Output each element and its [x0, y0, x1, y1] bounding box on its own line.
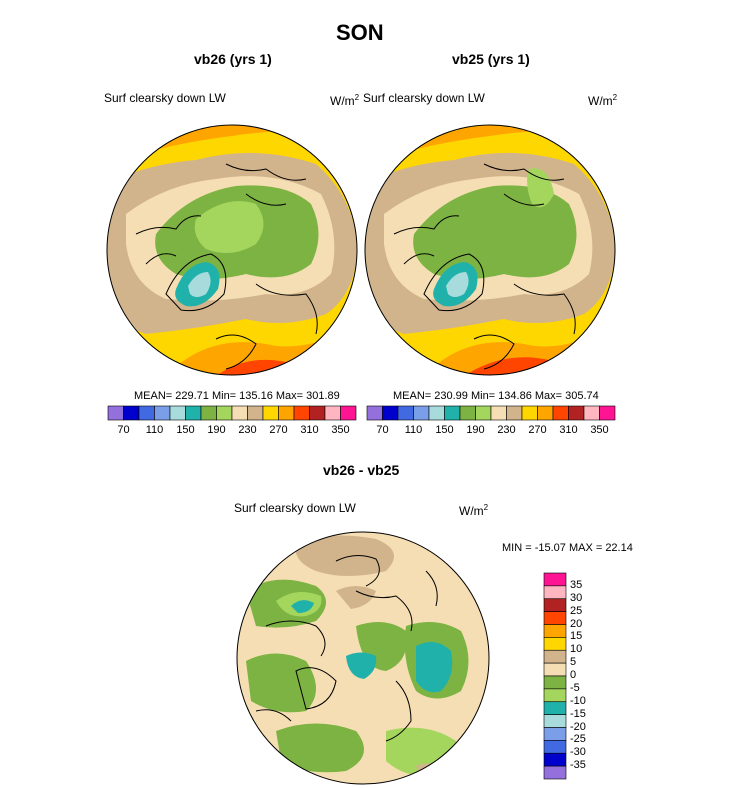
colorbar-diff-swatch	[543, 624, 567, 638]
colorbar-diff-tick-label: -20	[570, 720, 586, 733]
colorbar-right-swatch	[599, 405, 616, 421]
colorbar-right-tick-label: 110	[404, 424, 423, 436]
colorbar-diff-swatch	[543, 701, 567, 715]
map-diff	[236, 531, 490, 785]
colorbar-left-tick-label: 310	[300, 424, 319, 436]
panel-right-stats: MEAN= 230.99 Min= 134.86 Max= 305.74	[393, 390, 599, 402]
page-title: SON	[336, 20, 384, 45]
colorbar-right-swatch	[568, 405, 585, 421]
colorbar-left-swatch	[154, 405, 171, 421]
colorbar-left-swatch	[247, 405, 264, 421]
colorbar-diff-tick-label: 30	[570, 591, 583, 604]
colorbar-diff-swatch	[543, 585, 567, 600]
panel-left-title: vb26 (yrs 1)	[194, 51, 272, 67]
colorbar-right-tick-label: 350	[590, 424, 609, 436]
map-right	[364, 124, 616, 376]
colorbar-right-swatch	[583, 405, 600, 421]
colorbar-left-tick-label: 270	[269, 424, 288, 436]
colorbar-left-tick-label: 190	[207, 424, 226, 436]
map-left	[106, 124, 358, 376]
colorbar-left	[107, 405, 357, 421]
colorbar-right-tick-label: 70	[376, 424, 389, 436]
colorbar-diff-tick-label: -5	[570, 681, 580, 694]
colorbar-diff-tick-label: 5	[570, 656, 577, 669]
colorbar-diff-tick-label: 15	[570, 630, 583, 643]
colorbar-right-swatch	[428, 405, 445, 421]
colorbar-left-swatch	[123, 405, 140, 421]
colorbar-diff-tick-label: 0	[570, 669, 577, 681]
colorbar-left-tick-label: 150	[176, 424, 195, 436]
colorbar-right-tick-label: 270	[528, 424, 547, 436]
colorbar-right-swatch	[382, 405, 399, 421]
colorbar-diff-tick-label: 10	[570, 643, 583, 656]
colorbar-diff-swatch	[543, 765, 567, 780]
colorbar-diff-tick-label: 20	[570, 617, 583, 630]
panel-right-title: vb25 (yrs 1)	[452, 51, 530, 67]
colorbar-diff-swatch	[543, 572, 567, 587]
colorbar-diff-tick-label: -10	[570, 694, 586, 707]
colorbar-diff-tick-label: -25	[570, 733, 586, 746]
colorbar-left-swatch	[262, 405, 279, 421]
colorbar-left-swatch	[309, 405, 326, 421]
colorbar-right-swatch	[444, 405, 461, 421]
colorbar-right-swatch	[475, 405, 492, 421]
colorbar-diff-tick-label: -35	[570, 759, 586, 772]
colorbar-diff-swatch	[543, 752, 567, 767]
colorbar-left-swatch	[293, 405, 310, 421]
colorbar-diff-swatch	[543, 714, 567, 728]
colorbar-diff-swatch	[543, 598, 567, 612]
colorbar-left-tick-label: 350	[331, 424, 350, 436]
colorbar-left-swatch	[169, 405, 186, 421]
colorbar-left-swatch	[324, 405, 341, 421]
panel-right-units: W/m2	[588, 93, 618, 108]
colorbar-diff	[543, 572, 567, 780]
colorbar-left-swatch	[185, 405, 202, 421]
colorbar-right-swatch	[397, 405, 414, 421]
colorbar-left-swatch	[278, 405, 295, 421]
colorbar-diff-swatch	[543, 688, 567, 703]
colorbar-diff-swatch	[543, 662, 567, 677]
colorbar-diff-swatch	[543, 649, 567, 664]
colorbar-left-swatch	[231, 405, 248, 421]
colorbar-right-swatch	[413, 405, 430, 421]
colorbar-diff-swatch	[543, 637, 567, 651]
colorbar-diff-tick-label: -30	[570, 746, 586, 759]
colorbar-diff-tick-label: 25	[570, 604, 583, 617]
colorbar-diff-swatch	[543, 727, 567, 741]
panel-left-units: W/m2	[330, 93, 360, 108]
colorbar-right-swatch	[459, 405, 476, 421]
panel-left-stats: MEAN= 229.71 Min= 135.16 Max= 301.89	[134, 390, 340, 402]
colorbar-diff-tick-label: 35	[570, 578, 583, 591]
colorbar-right-tick-label: 150	[435, 424, 454, 436]
colorbar-diff-swatch	[543, 740, 567, 754]
colorbar-right-swatch	[537, 405, 554, 421]
colorbar-left-tick-label: 110	[145, 424, 164, 436]
colorbar-diff-swatch	[543, 611, 567, 625]
panel-diff-stats: MIN = -15.07 MAX = 22.14	[502, 542, 633, 554]
colorbar-right-swatch	[490, 405, 507, 421]
colorbar-left-swatch	[340, 405, 357, 421]
colorbar-right-tick-label: 230	[497, 424, 516, 436]
colorbar-right-swatch	[366, 405, 383, 421]
colorbar-right	[366, 405, 616, 421]
colorbar-left-swatch	[107, 405, 124, 421]
colorbar-diff-swatch	[543, 675, 567, 690]
colorbar-diff-tick-label: -15	[570, 707, 586, 720]
colorbar-right-swatch	[552, 405, 569, 421]
colorbar-right-tick-label: 310	[559, 424, 578, 436]
panel-diff-title: vb26 - vb25	[323, 462, 400, 478]
panel-diff-field-label: Surf clearsky down LW	[234, 501, 356, 515]
colorbar-left-tick-label: 70	[117, 424, 130, 436]
colorbar-left-tick-label: 230	[238, 424, 257, 436]
panel-left-field-label: Surf clearsky down LW	[104, 91, 226, 105]
colorbar-right-tick-label: 190	[466, 424, 485, 436]
panel-diff-units: W/m2	[459, 503, 489, 518]
colorbar-left-swatch	[138, 405, 155, 421]
colorbar-right-swatch	[506, 405, 523, 421]
colorbar-right-swatch	[521, 405, 538, 421]
colorbar-left-swatch	[200, 405, 217, 421]
colorbar-left-swatch	[216, 405, 233, 421]
panel-right-field-label: Surf clearsky down LW	[363, 91, 485, 105]
